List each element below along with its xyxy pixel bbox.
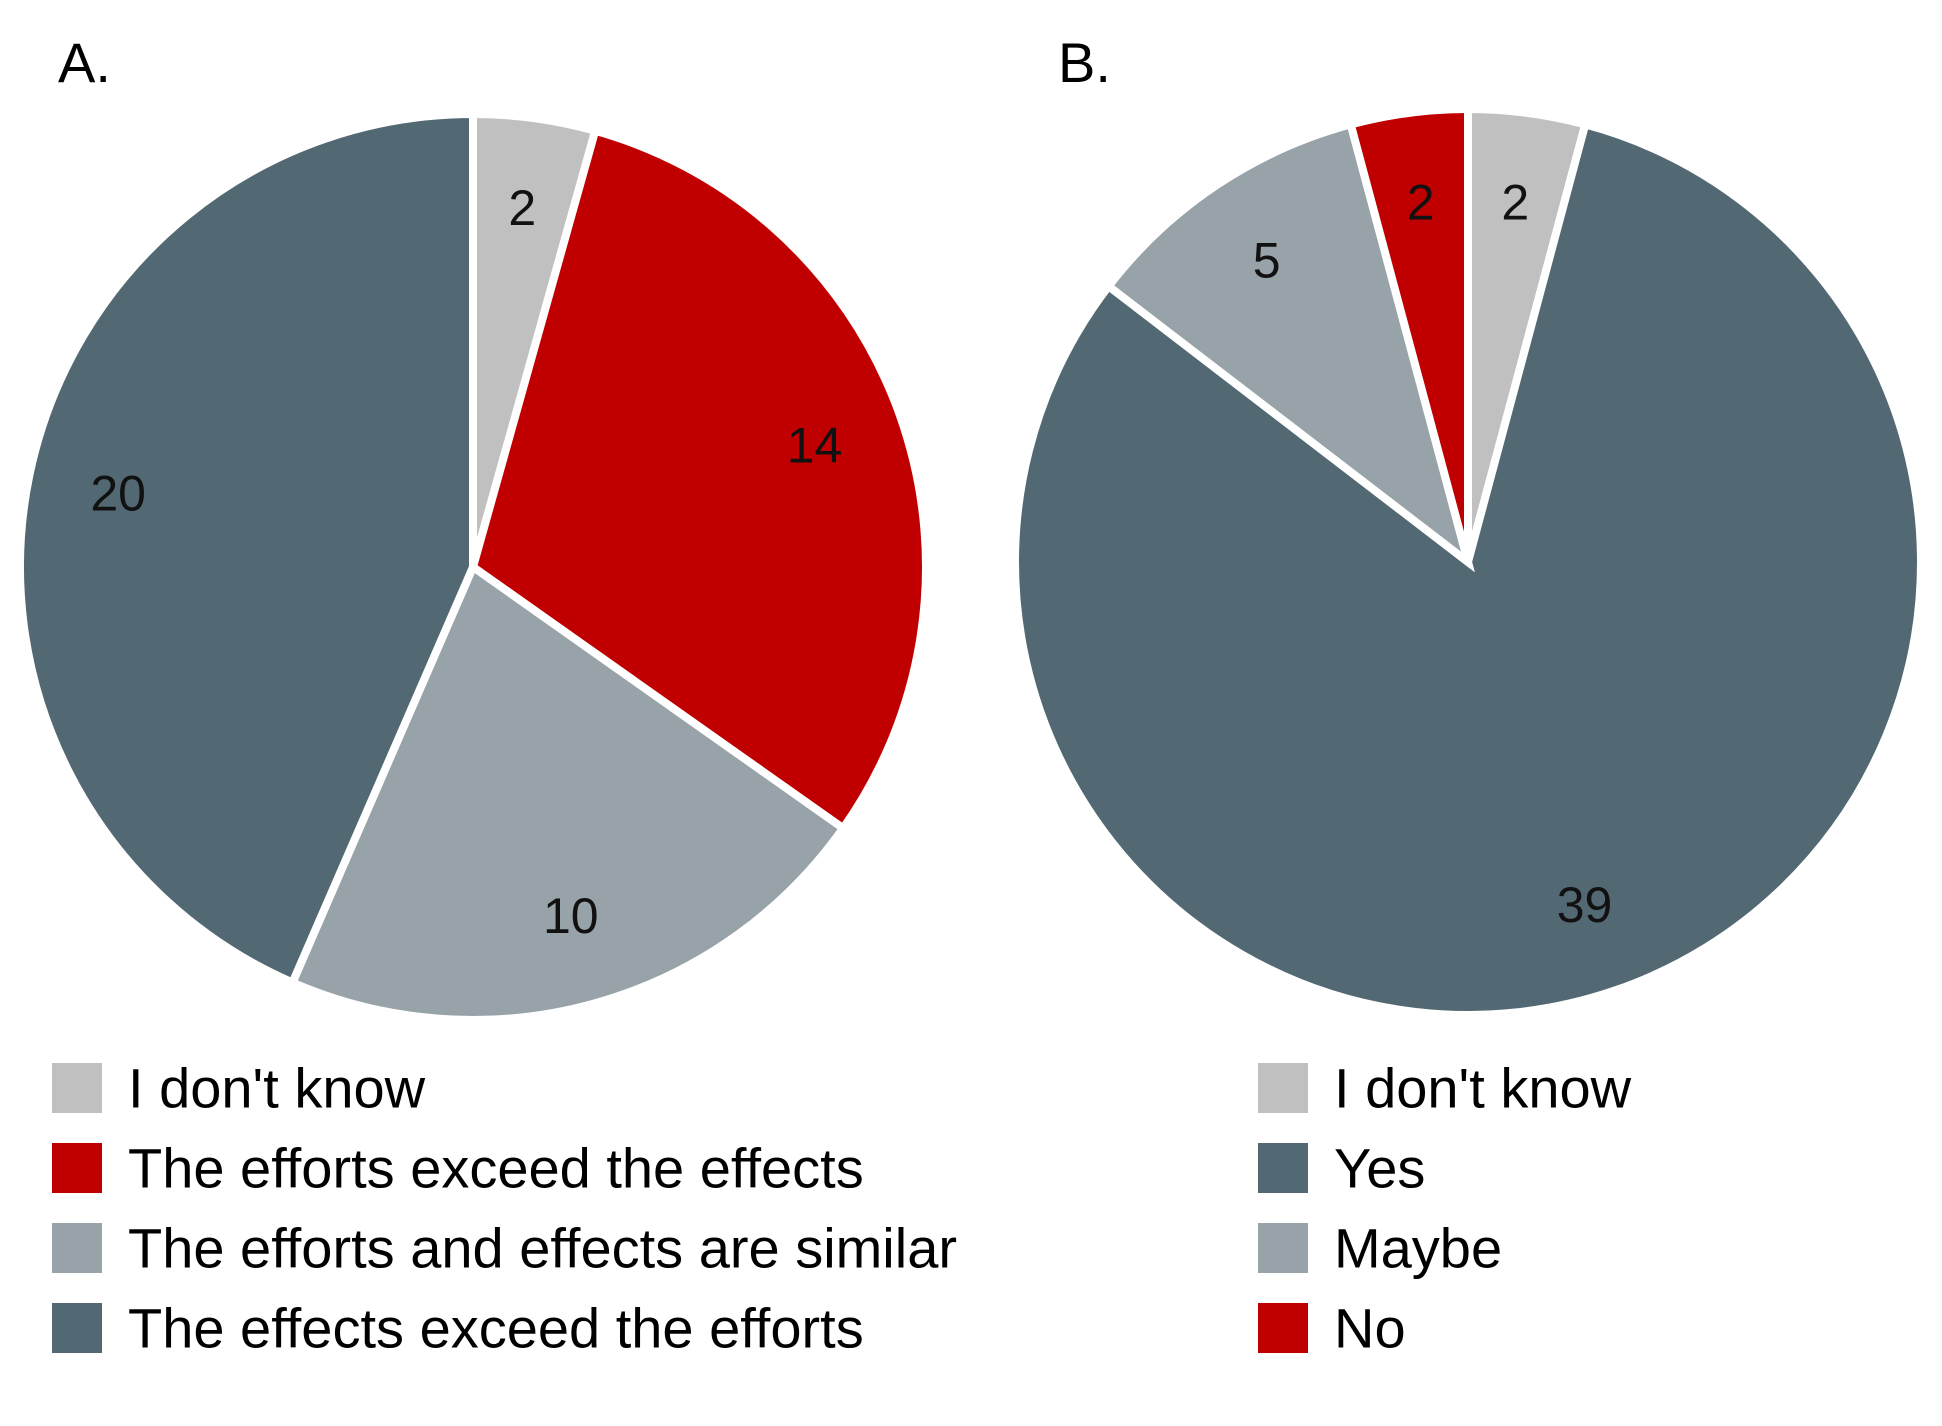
- chart-a-title: A.: [58, 31, 111, 94]
- chart-b-value-label-no: 2: [1407, 175, 1435, 231]
- chart-b-legend-swatch-no: [1258, 1303, 1308, 1353]
- chart-a-legend-swatch-i-don-t-know: [52, 1063, 102, 1113]
- chart-b-slice-yes: [1011, 119, 1925, 1019]
- chart-a-slice-the-efforts-and-effects-are-similar: [287, 560, 849, 1024]
- chart-a-legend-label-the-efforts-and-effects-are-similar: The efforts and effects are similar: [128, 1217, 957, 1280]
- chart-b-value-label-maybe: 5: [1253, 233, 1281, 289]
- chart-b-legend-swatch-yes: [1258, 1143, 1308, 1193]
- pie-a: 2 14 10 20: [16, 109, 930, 1024]
- chart-a-value-label-i-don-t-know: 2: [508, 180, 536, 236]
- chart-b-value-label-yes: 39: [1557, 877, 1613, 933]
- chart-a-value-label-the-efforts-exceed-the-effects: 14: [787, 418, 843, 474]
- chart-b-title: B.: [1058, 31, 1111, 94]
- legend-b: I don't know Yes Maybe No: [1258, 1057, 1632, 1360]
- chart-a-legend-swatch-the-effects-exceed-the-efforts: [52, 1303, 102, 1353]
- chart-a-slice-the-efforts-exceed-the-effects: [468, 125, 930, 834]
- chart-b-legend-label-yes: Yes: [1334, 1137, 1425, 1200]
- chart-a-legend-label-the-efforts-exceed-the-effects: The efforts exceed the effects: [128, 1137, 864, 1200]
- chart-a-legend-label-the-effects-exceed-the-efforts: The effects exceed the efforts: [128, 1297, 864, 1360]
- chart-a-slice-the-effects-exceed-the-efforts: [16, 109, 477, 988]
- chart-b-legend-swatch-i-don-t-know: [1258, 1063, 1308, 1113]
- chart-b-legend-label-i-don-t-know: I don't know: [1334, 1057, 1632, 1120]
- chart-b-legend-swatch-maybe: [1258, 1223, 1308, 1273]
- chart-a-legend-swatch-the-efforts-exceed-the-effects: [52, 1143, 102, 1193]
- chart-a-value-label-the-effects-exceed-the-efforts: 20: [90, 465, 146, 521]
- chart-b-legend-label-no: No: [1334, 1297, 1406, 1360]
- chart-b-legend-label-maybe: Maybe: [1334, 1217, 1502, 1280]
- chart-b-value-label-i-don-t-know: 2: [1501, 175, 1529, 231]
- legend-a: I don't know The efforts exceed the effec…: [52, 1057, 957, 1360]
- pie-b: 2 39 5 2: [1011, 104, 1925, 1019]
- chart-a: A. 2 14 10 20 I don't know The efforts excee…: [16, 31, 957, 1360]
- chart-a-value-label-the-efforts-and-effects-are-similar: 10: [543, 888, 599, 944]
- chart-b-slice-no: [1345, 104, 1472, 564]
- chart-a-legend-label-i-don-t-know: I don't know: [128, 1057, 426, 1120]
- chart-a-legend-swatch-the-efforts-and-effects-are-similar: [52, 1223, 102, 1273]
- chart-b: B. 2 39 5 2 I don't know Yes Maybe No: [1011, 31, 1925, 1360]
